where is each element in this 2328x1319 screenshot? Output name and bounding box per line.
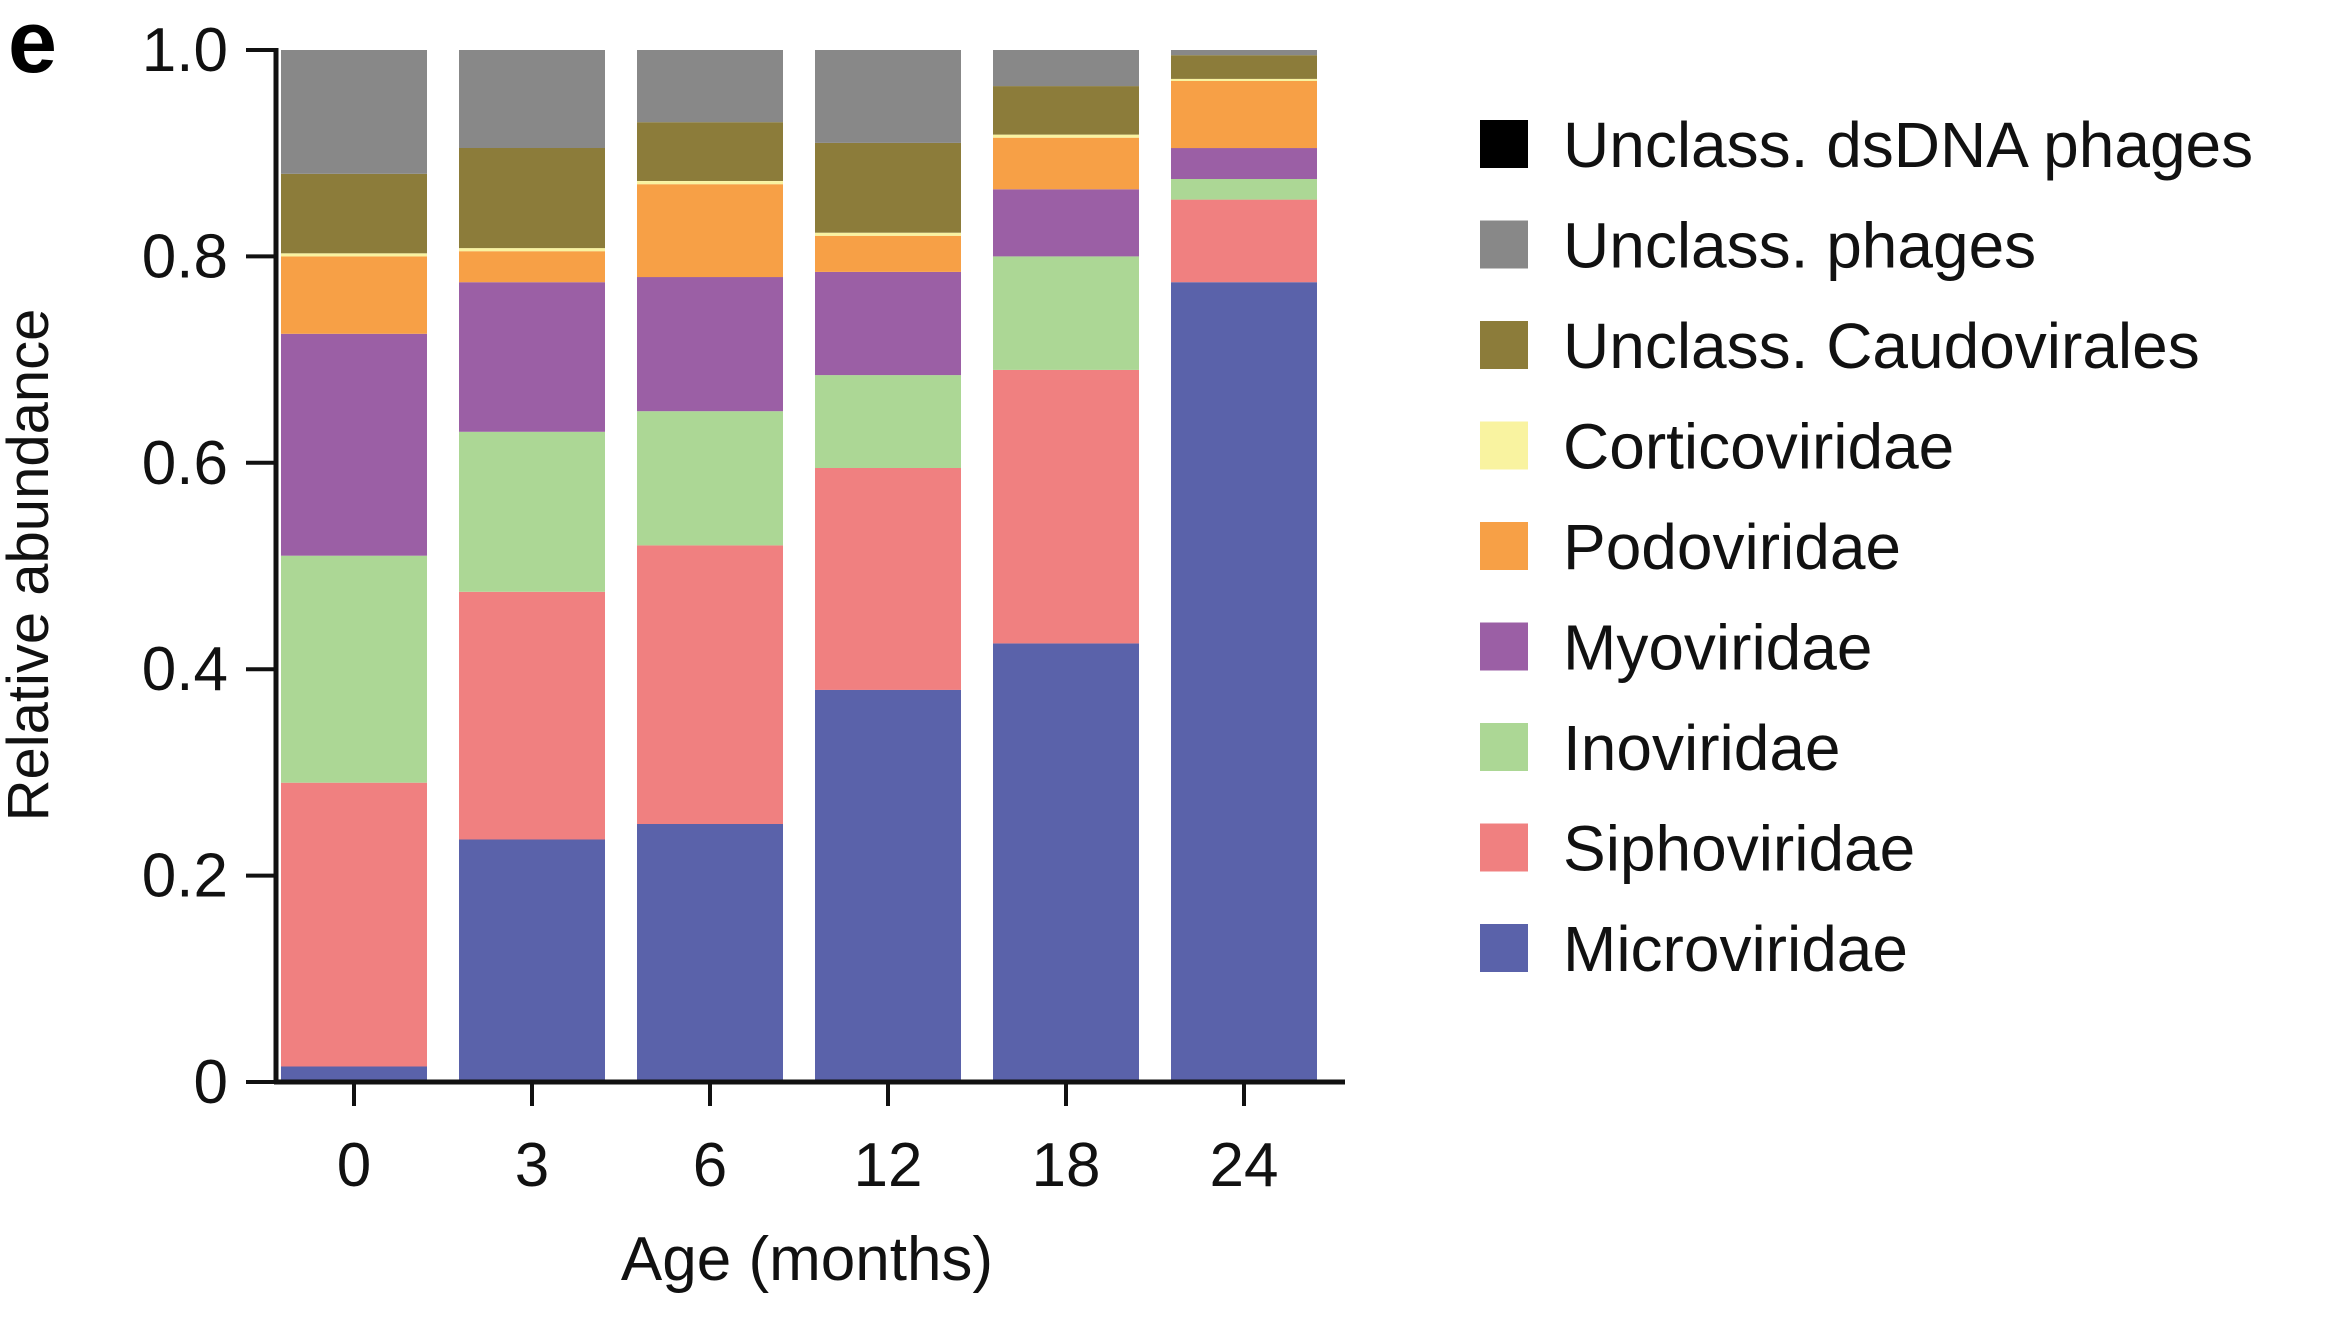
- legend-swatch-myoviridae: [1480, 622, 1528, 671]
- bar-segment-unclass-phages-0: [281, 50, 427, 174]
- legend-label-inoviridae: Inoviridae: [1563, 712, 1841, 784]
- legend-label-unclass-caudovirales: Unclass. Caudovirales: [1563, 310, 2200, 382]
- bar-segment-podoviridae-3: [459, 251, 605, 283]
- legend-swatch-siphoviridae: [1480, 823, 1528, 872]
- bar-segment-myoviridae-24: [1171, 148, 1317, 179]
- bar-segment-microviridae-0: [281, 1066, 427, 1082]
- y-tick-label-1.0: 1.0: [142, 16, 228, 85]
- bar-segment-siphoviridae-3: [459, 591, 605, 840]
- legend-swatch-unclass-phages: [1480, 220, 1528, 269]
- bar-segment-siphoviridae-0: [281, 782, 427, 1067]
- bar-segment-unclass-phages-12: [815, 50, 961, 143]
- bar-segment-inoviridae-18: [993, 256, 1139, 370]
- bar-segment-unclass-caudovirales-24: [1171, 55, 1317, 79]
- bar-segment-inoviridae-24: [1171, 179, 1317, 200]
- y-tick-label-0.8: 0.8: [142, 222, 228, 291]
- bar-segment-microviridae-12: [815, 689, 961, 1082]
- x-tick-label-6: 6: [693, 1131, 727, 1200]
- legend-swatch-inoviridae: [1480, 723, 1528, 771]
- bar-segment-podoviridae-6: [637, 184, 783, 278]
- x-tick-label-24: 24: [1210, 1131, 1279, 1200]
- bar-segment-podoviridae-24: [1171, 81, 1317, 149]
- y-tick-label-0: 0: [194, 1048, 228, 1117]
- x-tick-label-3: 3: [515, 1131, 549, 1200]
- legend-label-unclass-phages: Unclass. phages: [1563, 210, 2036, 282]
- bar-segment-unclass-caudovirales-18: [993, 86, 1139, 135]
- bar-segment-unclass-caudovirales-3: [459, 148, 605, 249]
- bar-segment-inoviridae-0: [281, 555, 427, 783]
- legend: Unclass. dsDNA phages Unclass. phages Uncl…: [1480, 109, 2253, 985]
- bar-segment-unclass-phages-6: [637, 50, 783, 123]
- legend-swatch-corticoviridae: [1480, 421, 1528, 470]
- legend-label-myoviridae: Myoviridae: [1563, 612, 1872, 684]
- bar-segment-myoviridae-3: [459, 282, 605, 432]
- bar-segment-unclass-phages-18: [993, 50, 1139, 87]
- bar-segment-unclass-caudovirales-12: [815, 142, 961, 233]
- bar-segment-myoviridae-18: [993, 189, 1139, 257]
- y-tick-label-0.4: 0.4: [142, 635, 228, 704]
- bar-segment-siphoviridae-6: [637, 545, 783, 824]
- bar-segment-siphoviridae-18: [993, 369, 1139, 644]
- legend-swatch-unclass-dsdna-phages: [1480, 120, 1528, 168]
- bar-segment-inoviridae-3: [459, 431, 605, 592]
- legend-label-siphoviridae: Siphoviridae: [1563, 813, 1915, 885]
- bar-segment-unclass-caudovirales-6: [637, 122, 783, 181]
- legend-swatch-podoviridae: [1480, 522, 1528, 570]
- bar-segment-myoviridae-12: [815, 271, 961, 376]
- legend-label-podoviridae: Podoviridae: [1563, 511, 1901, 583]
- axes-layer: 0 3 6 12 18 24 0 0.2 0.4 0.6 0.8 1.0: [142, 16, 1345, 1200]
- y-axis-label: Relative abundance: [0, 309, 61, 822]
- bar-segment-myoviridae-0: [281, 333, 427, 556]
- bar-segment-microviridae-3: [459, 839, 605, 1082]
- bars-layer: [281, 50, 1317, 1082]
- bar-segment-siphoviridae-24: [1171, 199, 1317, 283]
- legend-label-unclass-dsdna-phages: Unclass. dsDNA phages: [1563, 109, 2253, 181]
- legend-label-corticoviridae: Corticoviridae: [1563, 411, 1954, 483]
- bar-segment-unclass-phages-3: [459, 50, 605, 148]
- bar-segment-corticoviridae-3: [459, 248, 605, 252]
- legend-label-microviridae: Microviridae: [1563, 913, 1908, 985]
- y-tick-label-0.6: 0.6: [142, 429, 228, 498]
- bar-segment-unclass-caudovirales-0: [281, 173, 427, 254]
- bar-segment-siphoviridae-12: [815, 468, 961, 690]
- x-axis-label: Age (months): [621, 1225, 993, 1294]
- legend-swatch-unclass-caudovirales: [1480, 321, 1528, 369]
- legend-swatch-microviridae: [1480, 924, 1528, 972]
- x-tick-label-18: 18: [1032, 1131, 1101, 1200]
- bar-segment-myoviridae-6: [637, 277, 783, 412]
- x-tick-label-0: 0: [337, 1131, 371, 1200]
- x-tick-label-12: 12: [854, 1131, 923, 1200]
- bar-segment-corticoviridae-18: [993, 134, 1139, 138]
- bar-segment-podoviridae-12: [815, 235, 961, 272]
- y-tick-label-0.2: 0.2: [142, 842, 228, 911]
- bar-segment-inoviridae-12: [815, 375, 961, 468]
- bar-segment-corticoviridae-6: [637, 181, 783, 185]
- bar-segment-unclass-phages-24: [1171, 50, 1317, 56]
- bar-segment-microviridae-6: [637, 824, 783, 1082]
- bar-segment-inoviridae-6: [637, 411, 783, 546]
- bar-segment-corticoviridae-12: [815, 232, 961, 236]
- bar-segment-microviridae-18: [993, 643, 1139, 1082]
- bar-segment-podoviridae-0: [281, 256, 427, 334]
- bar-segment-corticoviridae-24: [1171, 78, 1317, 81]
- bar-segment-corticoviridae-0: [281, 253, 427, 257]
- bar-segment-microviridae-24: [1171, 282, 1317, 1082]
- bar-segment-podoviridae-18: [993, 137, 1139, 190]
- panel-letter: e: [8, 0, 57, 91]
